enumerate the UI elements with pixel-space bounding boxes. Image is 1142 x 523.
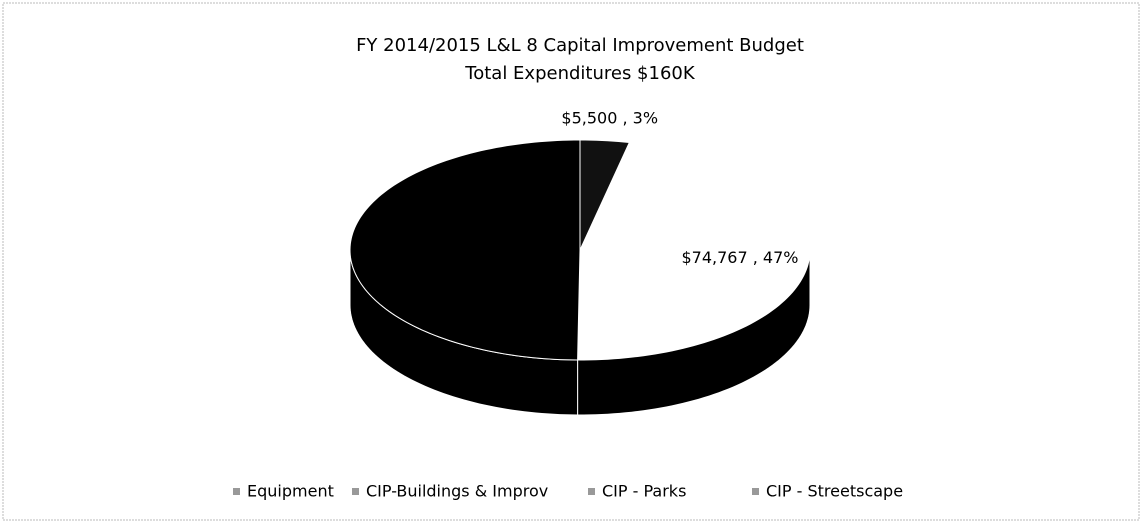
chart-title: FY 2014/2015 L&L 8 Capital Improvement B… — [356, 35, 804, 56]
chart-subtitle: Total Expenditures $160K — [464, 63, 696, 84]
legend-label: CIP - Parks — [602, 482, 686, 501]
legend-swatch — [588, 488, 595, 495]
legend-swatch — [233, 488, 240, 495]
data-label: $74,767 , 47% — [681, 248, 798, 267]
pie-slice — [579, 139, 631, 251]
data-label: $5,500 , 3% — [561, 108, 658, 127]
pie-slice — [577, 142, 810, 360]
legend-label: Equipment — [247, 482, 334, 501]
legend-swatch — [752, 488, 759, 495]
legend-label: CIP-Buildings & Improv — [366, 482, 548, 501]
legend-label: CIP - Streetscape — [766, 482, 903, 501]
legend-swatch — [352, 488, 359, 495]
pie-slice — [349, 139, 581, 361]
